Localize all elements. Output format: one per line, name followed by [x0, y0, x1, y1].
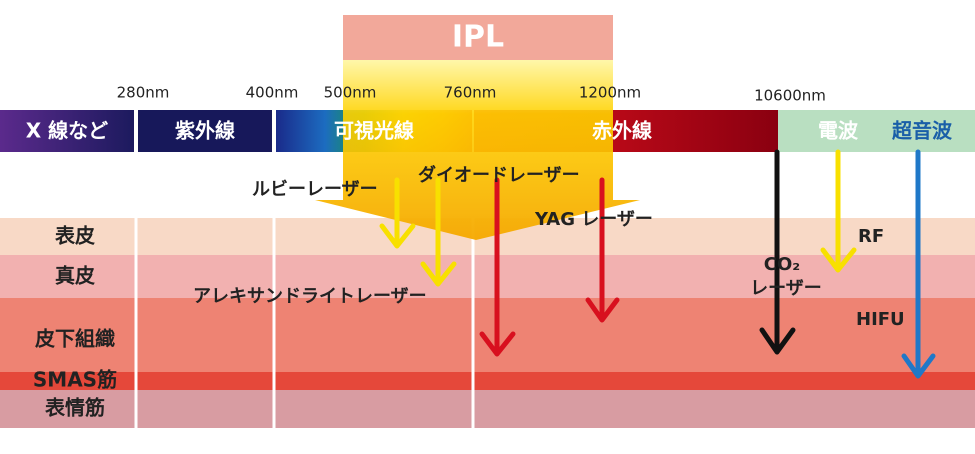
layer-label: 表皮: [55, 224, 95, 248]
ipl-header: [343, 15, 613, 60]
band: [778, 110, 975, 152]
band-label: 紫外線: [175, 119, 235, 143]
dividers: [134, 218, 475, 428]
treatment-label: YAG レーザー: [534, 209, 653, 230]
layer-label: 皮下組織: [35, 327, 115, 351]
treatment-label: レーザー: [750, 278, 822, 299]
arrows: [379, 149, 936, 379]
treatment-label: ダイオードレーザー: [418, 164, 580, 186]
treatment-label: CO₂: [764, 254, 800, 275]
band: [138, 110, 272, 152]
layer-band: [0, 255, 975, 298]
treatment-label: HIFU: [856, 309, 905, 330]
band-label: X 線など: [26, 119, 108, 143]
band-label: 可視光線: [334, 119, 414, 143]
layer-label: 表情筋: [45, 396, 105, 420]
band-label: 赤外線: [592, 119, 652, 143]
ipl-label: IPL: [452, 20, 504, 55]
wavelength: 10600nm: [754, 87, 826, 105]
band-label: 超音波: [891, 119, 953, 143]
wavelength: 400nm: [246, 84, 299, 102]
layer-label: SMAS筋: [33, 368, 117, 392]
band: [0, 110, 134, 152]
treatment-label: ルビーレーザー: [252, 179, 378, 200]
wavelength: 500nm: [324, 84, 377, 102]
layer-band: [0, 390, 975, 428]
layer-band: [0, 298, 975, 372]
band-label: 電波: [818, 119, 859, 143]
treatment-label: RF: [858, 226, 884, 247]
treatment-label: アレキサンドライトレーザー: [193, 286, 427, 307]
layer-label: 真皮: [55, 264, 95, 288]
wavelength: 1200nm: [579, 84, 641, 102]
wavelength: 280nm: [117, 84, 170, 102]
wavelength: 760nm: [444, 84, 497, 102]
layer-band: [0, 372, 975, 390]
